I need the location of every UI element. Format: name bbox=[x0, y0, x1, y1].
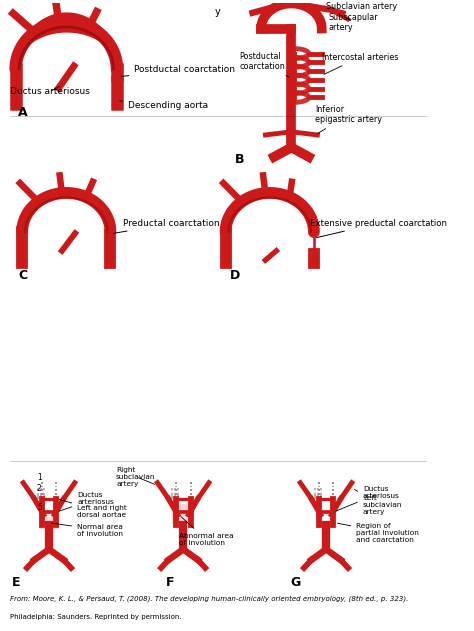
Text: Descending aorta: Descending aorta bbox=[120, 101, 208, 110]
Text: Extensive preductal coarctation: Extensive preductal coarctation bbox=[310, 219, 447, 238]
Text: 5: 5 bbox=[37, 504, 42, 512]
Text: B: B bbox=[235, 153, 244, 166]
Text: D: D bbox=[230, 269, 240, 282]
Text: E: E bbox=[12, 575, 21, 589]
Text: Philadelphia: Saunders. Reprinted by permission.: Philadelphia: Saunders. Reprinted by per… bbox=[10, 614, 182, 620]
Text: Abnormal area
of involution: Abnormal area of involution bbox=[179, 517, 234, 546]
Text: Left
subclavian
artery: Left subclavian artery bbox=[355, 490, 402, 515]
Text: A: A bbox=[18, 106, 28, 119]
Text: C: C bbox=[18, 269, 27, 282]
Text: Ductus
arteriosus: Ductus arteriosus bbox=[59, 492, 114, 511]
Text: F: F bbox=[166, 575, 174, 589]
Text: Ductus arteriosus: Ductus arteriosus bbox=[10, 86, 90, 97]
Text: Preductal coarctation: Preductal coarctation bbox=[113, 219, 220, 233]
Text: Region of
partial involution
and coarctation: Region of partial involution and coarcta… bbox=[337, 523, 419, 543]
Text: Normal area
of involution: Normal area of involution bbox=[52, 523, 123, 537]
Text: Ductus
arteriosus: Ductus arteriosus bbox=[336, 486, 400, 511]
Text: y: y bbox=[215, 6, 221, 16]
Text: Left and right
dorsal aortae: Left and right dorsal aortae bbox=[59, 500, 127, 518]
Text: Postductal coarctation: Postductal coarctation bbox=[121, 66, 235, 76]
Text: Subclavian artery: Subclavian artery bbox=[326, 2, 397, 11]
Text: Postductal
coarctation: Postductal coarctation bbox=[239, 52, 289, 77]
Text: Intercostal arteries: Intercostal arteries bbox=[322, 53, 398, 74]
Text: From: Moore, K. L., & Persaud, T. (2008). The developing human-clinically orient: From: Moore, K. L., & Persaud, T. (2008)… bbox=[10, 595, 409, 602]
Text: 2: 2 bbox=[37, 484, 42, 493]
Text: Subscapular
artery: Subscapular artery bbox=[328, 13, 378, 32]
Text: Right
subclavian
artery: Right subclavian artery bbox=[116, 466, 155, 487]
Text: G: G bbox=[291, 575, 301, 589]
Text: Inferior
epigastric artery: Inferior epigastric artery bbox=[315, 105, 382, 134]
Text: 1: 1 bbox=[37, 473, 42, 482]
